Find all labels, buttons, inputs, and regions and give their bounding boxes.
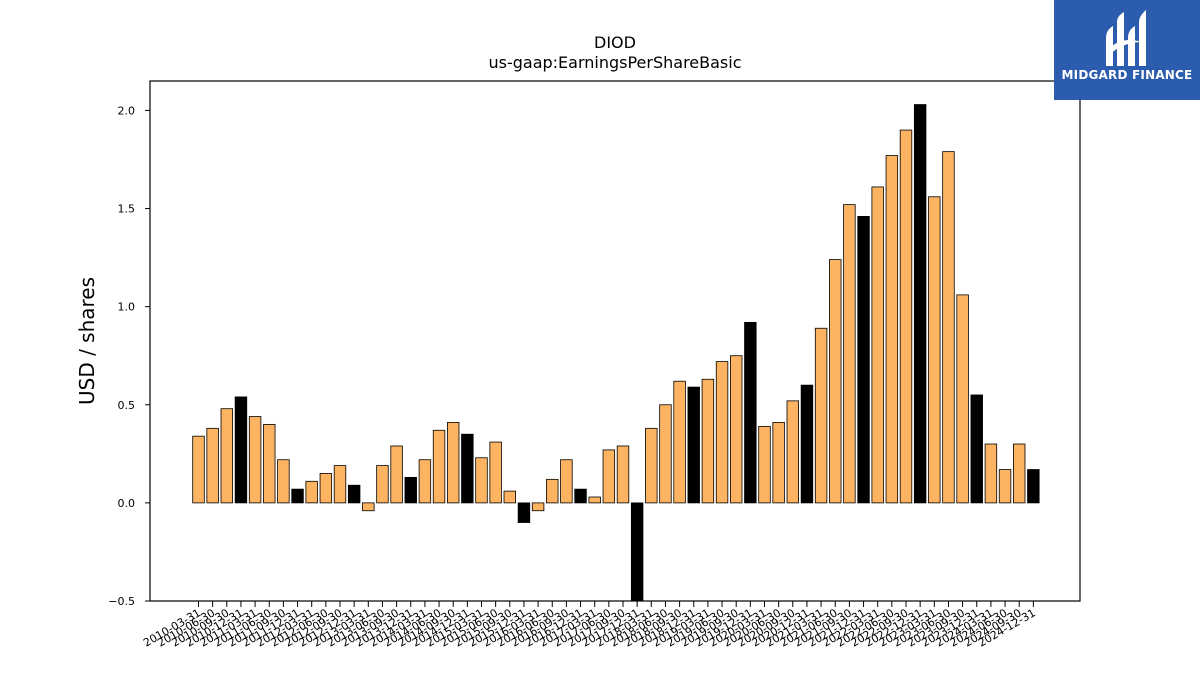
bar-2016-03-31 <box>531 502 545 512</box>
bar-2011-06-30 <box>263 423 276 504</box>
bar-2020-12-31 <box>800 384 814 504</box>
bar-2024-03-31 <box>984 443 998 504</box>
y-tick-label: 0.0 <box>118 497 136 510</box>
bar-2022-12-31 <box>913 104 927 504</box>
bar-2013-12-31 <box>404 476 417 504</box>
bar-2012-03-31 <box>305 480 318 504</box>
y-tick-label: 1.5 <box>118 203 136 216</box>
bar-2021-12-31 <box>857 215 870 504</box>
chart-subtitle: us-gaap:EarningsPerShareBasic <box>488 53 741 72</box>
bar-2018-06-30 <box>659 404 672 504</box>
bar-2019-12-31 <box>744 321 757 504</box>
bar-2022-09-30 <box>899 129 913 504</box>
bar-2010-03-31 <box>192 435 205 504</box>
bar-2015-12-31 <box>517 502 531 523</box>
bar-2017-03-31 <box>588 496 601 504</box>
bar-2022-03-31 <box>871 186 884 504</box>
bar-2023-06-30 <box>942 151 955 504</box>
bar-2011-09-30 <box>277 459 290 504</box>
bars-group <box>192 104 1040 602</box>
bar-2021-03-31 <box>814 327 828 504</box>
bar-2014-12-31 <box>461 433 474 504</box>
bar-2023-09-30 <box>956 294 969 504</box>
bar-2021-09-30 <box>843 204 856 504</box>
bar-2014-03-31 <box>418 459 432 504</box>
bar-2016-12-31 <box>574 488 587 504</box>
bar-2018-12-31 <box>687 386 700 504</box>
bar-2010-12-31 <box>234 396 248 504</box>
bar-2021-06-30 <box>829 259 842 504</box>
bar-2013-03-31 <box>362 502 375 512</box>
plot-frame <box>149 80 1081 602</box>
bar-2010-09-30 <box>220 408 234 504</box>
bar-2016-06-30 <box>546 478 559 504</box>
bar-2019-06-30 <box>715 361 729 504</box>
y-tick-label: 0.5 <box>118 399 136 412</box>
bar-2024-06-30 <box>998 469 1012 504</box>
bar-2010-06-30 <box>206 427 219 504</box>
bar-2020-03-31 <box>758 425 771 504</box>
bar-2017-09-30 <box>616 445 630 504</box>
bar-2017-12-31 <box>630 502 644 602</box>
bar-2012-09-30 <box>333 465 347 504</box>
y-tick-label: 1.0 <box>118 301 136 314</box>
logo-text: MIDGARD FINANCE <box>1061 68 1193 82</box>
midgard-logo-icon <box>1106 10 1146 66</box>
bar-2011-03-31 <box>248 416 262 504</box>
bar-2020-09-30 <box>786 400 800 504</box>
bar-2020-06-30 <box>772 422 785 504</box>
y-axis-label: USD / shares <box>75 277 99 405</box>
bar-2011-12-31 <box>291 488 304 504</box>
bar-2015-06-30 <box>489 441 502 504</box>
bar-2023-12-31 <box>970 394 983 504</box>
bar-2012-12-31 <box>347 484 361 504</box>
bar-2019-03-31 <box>701 378 715 504</box>
bar-2013-09-30 <box>390 445 403 504</box>
bar-2024-12-31 <box>1027 469 1040 504</box>
y-axis: −0.5 0.0 0.5 1.0 1.5 2.0 <box>108 104 150 608</box>
bar-2023-03-31 <box>928 196 941 504</box>
company-logo: MIDGARD FINANCE <box>1054 0 1200 100</box>
bar-2013-06-30 <box>376 465 389 504</box>
bar-2018-09-30 <box>673 380 686 504</box>
bar-2014-06-30 <box>432 429 446 504</box>
bar-2016-09-30 <box>560 459 573 504</box>
bar-2022-06-30 <box>885 155 899 504</box>
y-tick-label: 2.0 <box>118 104 136 117</box>
x-axis: 2010-03-312010-06-302010-09-302010-12-31… <box>141 601 1038 650</box>
bar-2019-09-30 <box>730 355 743 504</box>
y-tick-label: −0.5 <box>108 595 135 608</box>
bar-2015-09-30 <box>503 490 517 504</box>
bar-2015-03-31 <box>475 457 488 504</box>
chart-title: DIOD <box>594 33 636 52</box>
bar-2017-06-30 <box>602 449 616 504</box>
bar-2018-03-31 <box>645 427 658 504</box>
bar-2012-06-30 <box>319 473 333 504</box>
bar-2014-09-30 <box>446 422 460 504</box>
bar-2024-09-30 <box>1013 443 1026 504</box>
